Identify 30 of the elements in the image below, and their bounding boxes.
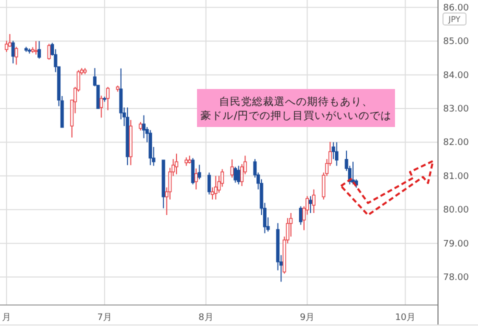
y-tick-label: 80.00 xyxy=(443,206,470,216)
candlestick xyxy=(100,95,104,118)
x-tick-label: 月 xyxy=(2,313,12,323)
candlestick xyxy=(207,172,211,195)
y-tick-label: 79.00 xyxy=(443,239,470,250)
candlestick xyxy=(334,142,338,166)
candlestick xyxy=(129,119,132,166)
candlestick xyxy=(220,168,224,188)
x-tick-label: 7月 xyxy=(97,313,112,323)
x-tick-label: 10月 xyxy=(395,313,416,323)
candlestick xyxy=(276,222,280,271)
annotation: 豪ドル/円での押し目買いがいいのでは xyxy=(200,109,392,122)
x-tick-label: 8月 xyxy=(198,313,214,323)
candlestick xyxy=(198,164,202,180)
y-axis-title: JPY xyxy=(448,15,461,24)
annotation: 自民党総裁選への期待もあり、 xyxy=(219,95,373,108)
candlestick xyxy=(214,175,218,200)
y-tick-label: 78.00 xyxy=(443,273,470,284)
y-tick-label: 83.00 xyxy=(443,104,470,115)
candlestick xyxy=(289,212,293,238)
x-tick-label: 9月 xyxy=(300,313,315,323)
y-tick-label: 86.00 xyxy=(443,3,470,14)
candlestick xyxy=(194,168,198,190)
candlestick xyxy=(332,142,336,160)
candlestick xyxy=(142,114,146,139)
candlestick xyxy=(119,68,123,120)
y-tick-label: 82.00 xyxy=(443,138,470,148)
y-tick-label: 85.00 xyxy=(443,37,470,48)
y-tick-label: 84.00 xyxy=(443,70,470,81)
y-tick-label: 81.00 xyxy=(443,172,470,182)
